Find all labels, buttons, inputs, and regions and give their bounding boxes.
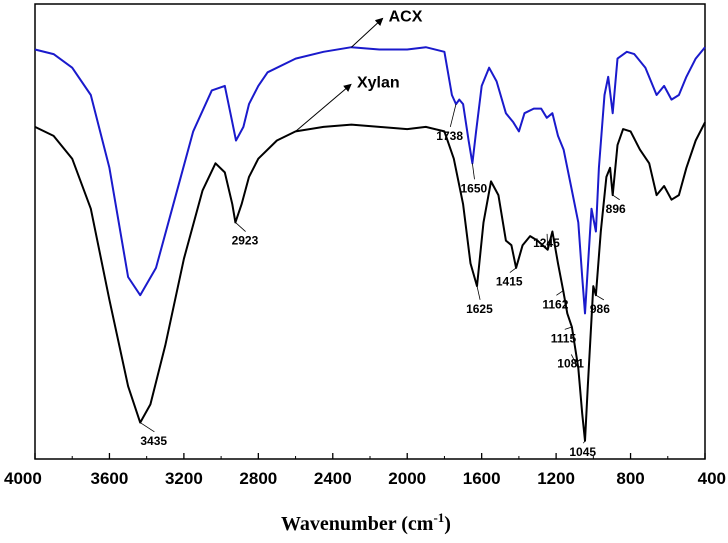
x-tick-label: 1200: [537, 469, 575, 488]
peak-leader-line: [612, 194, 620, 201]
x-axis-title-close: ): [444, 513, 451, 535]
peak-label-1115: 1115: [551, 331, 577, 345]
peak-leader-line: [449, 104, 457, 128]
peak-label-896: 896: [606, 202, 626, 216]
x-tick-label: 2800: [239, 469, 277, 488]
series-label-acx: ACX: [389, 8, 423, 25]
x-tick-label: 3200: [165, 469, 203, 488]
x-tick-label: 2000: [388, 469, 426, 488]
peak-label-1245: 1245: [533, 236, 560, 250]
peak-leader-line: [509, 267, 517, 273]
peak-leader-line: [471, 163, 475, 180]
plot-border: [34, 3, 706, 460]
peak-label-1650: 1650: [461, 181, 488, 195]
peak-label-1415: 1415: [496, 275, 523, 289]
peak-leader-line: [583, 440, 586, 444]
plot-frame: [34, 3, 706, 460]
peak-leader-line: [546, 233, 549, 250]
x-tick-label: 1600: [463, 469, 501, 488]
peak-leader-line: [564, 326, 573, 330]
x-axis-title-superscript: -1: [433, 510, 444, 525]
x-axis-title: Wavenumber (cm-1): [281, 510, 451, 535]
x-tick-label: 400: [698, 469, 726, 488]
peak-label-1738: 1738: [436, 129, 463, 143]
series-label-xylan: Xylan: [357, 74, 400, 91]
series-label-arrow: [295, 83, 352, 132]
peak-label-3435: 3435: [140, 434, 167, 448]
peak-leader-line: [570, 354, 579, 369]
peak-leader-line: [556, 290, 564, 296]
x-tick-label: 3600: [91, 469, 129, 488]
peak-label-1081: 1081: [557, 356, 584, 370]
x-tick-label: 800: [616, 469, 644, 488]
peak-leader-line: [139, 422, 155, 433]
series-line-xylan: [34, 121, 706, 442]
peak-label-1162: 1162: [542, 297, 568, 311]
peak-label-986: 986: [590, 302, 610, 316]
peak-label-1045: 1045: [569, 445, 596, 459]
series-layer: [34, 46, 706, 442]
peak-leader-line: [235, 222, 246, 232]
peak-leader-line: [595, 294, 605, 301]
x-axis-title-main: Wavenumber (cm: [281, 513, 434, 535]
x-tick-label: 4000: [4, 469, 42, 488]
peak-leader-line: [476, 286, 481, 300]
peak-label-1625: 1625: [466, 302, 493, 316]
x-tick-label: 2400: [314, 469, 352, 488]
series-line-acx: [34, 46, 706, 315]
series-label-arrow: [351, 17, 384, 48]
x-axis: 4000 3600 3200 2800 2400 2000 1600 1200 800 400: [4, 453, 726, 488]
peak-label-2923: 2923: [232, 234, 259, 248]
